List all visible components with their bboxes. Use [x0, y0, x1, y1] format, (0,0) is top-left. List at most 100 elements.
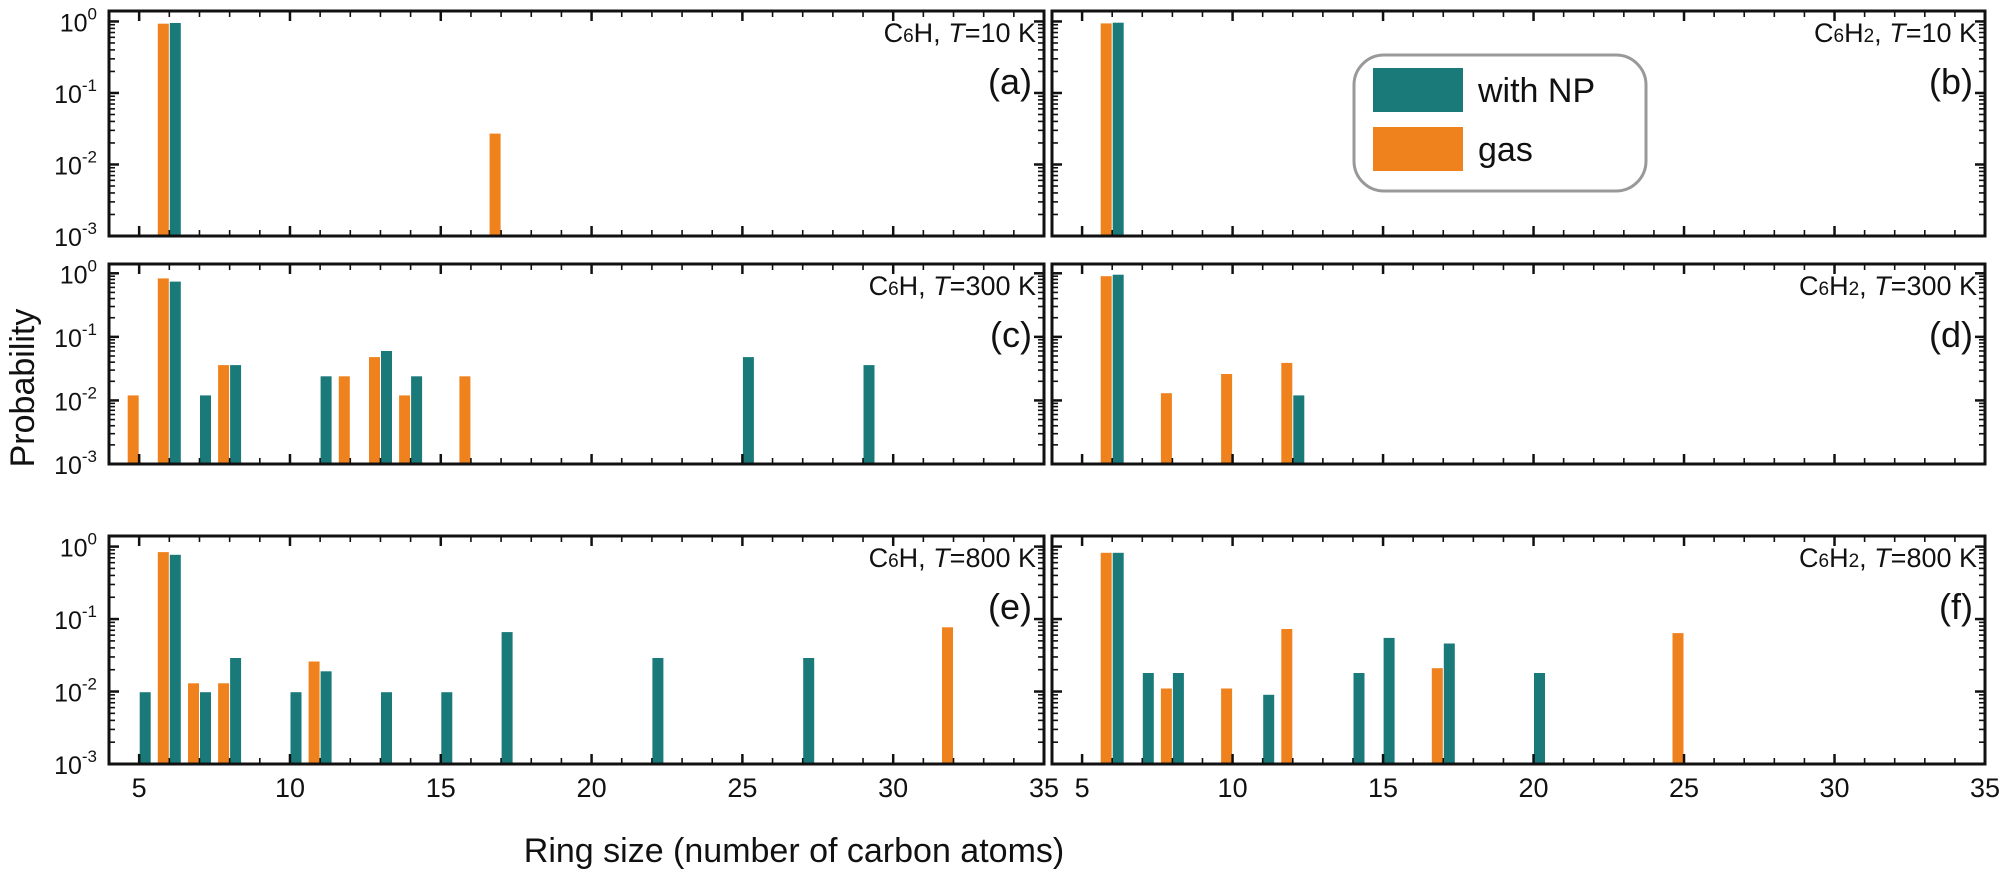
panel-title-b: C6H2, T=10 K [1814, 18, 1977, 48]
bar-gas-c-5 [127, 395, 139, 464]
y-tick-label: 10-2 [54, 675, 97, 708]
y-tick-label: 100 [60, 530, 97, 563]
panel-label-f: (f) [1939, 586, 1973, 627]
panel-title-d: C6H2, T=300 K [1799, 271, 1977, 301]
bar-gas-e-11 [308, 661, 320, 764]
bar-with-np-c-11 [320, 376, 332, 464]
bar-with-np-e-8 [230, 658, 242, 764]
bar-with-np-c-8 [230, 365, 242, 464]
plot-frame-c [107, 262, 1046, 466]
plot-frame-f [1050, 534, 1987, 766]
bar-with-np-b-6 [1112, 22, 1124, 237]
y-tick-label: 10-3 [54, 219, 97, 252]
x-tick-label: 25 [727, 773, 757, 803]
panel-title-f: C6H2, T=800 K [1799, 543, 1977, 573]
y-axis-title: Probability [4, 309, 42, 468]
bar-gas-c-6 [157, 278, 169, 464]
x-tick-label: 35 [1029, 773, 1059, 803]
panel-c: 100 10-1 10-2 10-3 C6H, T=300 K (c) [54, 256, 1046, 480]
bar-gas-f-10 [1221, 688, 1233, 764]
legend-label-with-np: with NP [1477, 72, 1595, 110]
bar-gas-e-8 [218, 683, 230, 764]
bar-gas-a-17 [489, 133, 501, 236]
panel-a: 100 10-1 10-2 10-3 C6H, T=10 K (a) [54, 4, 1046, 252]
bar-with-np-c-6 [169, 281, 181, 464]
panel-label-e: (e) [988, 586, 1032, 627]
bar-gas-c-13 [369, 357, 380, 464]
y-tick-label: 100 [60, 256, 97, 289]
panel-d: C6H2, T=300 K (d) [1050, 262, 1987, 466]
bar-with-np-e-15 [441, 692, 453, 764]
x-tick-label: 10 [275, 773, 305, 803]
bar-with-np-e-17 [501, 632, 513, 764]
bar-gas-d-8 [1160, 393, 1172, 464]
legend-swatch-gas [1373, 127, 1463, 171]
x-tick-label: 20 [1519, 773, 1549, 803]
panel-label-b: (b) [1929, 61, 1973, 102]
y-tick-label: 10-1 [54, 602, 97, 635]
y-tick-label: 10-2 [54, 147, 97, 180]
bar-with-np-f-14 [1353, 673, 1365, 764]
x-tick-label: 15 [426, 773, 456, 803]
bar-with-np-e-27 [803, 658, 815, 764]
bar-gas-d-10 [1221, 374, 1233, 464]
bar-with-np-c-14 [411, 376, 423, 464]
bar-with-np-c-25 [742, 357, 754, 464]
panel-title-a: C6H, T=10 K [884, 18, 1036, 48]
bar-gas-f-25 [1672, 633, 1684, 764]
y-tick-label: 10-1 [54, 76, 97, 109]
bar-with-np-e-10 [290, 692, 302, 764]
bar-gas-f-12 [1281, 629, 1293, 764]
y-tick-label: 10-1 [54, 320, 97, 353]
x-axis-title: Ring size (number of carbon atoms) [524, 832, 1064, 870]
legend-swatch-with-np [1373, 68, 1463, 112]
panel-title-e: C6H, T=800 K [869, 543, 1036, 573]
bar-with-np-a-6 [169, 23, 181, 236]
x-tick-label: 10 [1218, 773, 1248, 803]
y-tick-label: 10-3 [54, 447, 97, 480]
plot-frame-d [1050, 262, 1987, 466]
legend: with NP gas [1352, 53, 1648, 193]
plot-frame-b [1050, 9, 1987, 238]
bar-gas-c-14 [399, 395, 411, 464]
x-tick-label: 20 [577, 773, 607, 803]
panel-title-c: C6H, T=300 K [869, 271, 1036, 301]
bar-with-np-e-22 [652, 658, 664, 764]
panel-label-d: (d) [1929, 314, 1973, 355]
panel-label-a: (a) [988, 61, 1032, 102]
bar-gas-e-32 [942, 627, 953, 764]
bar-gas-a-6 [157, 23, 169, 237]
x-tick-label: 15 [1368, 773, 1398, 803]
bar-with-np-f-8 [1172, 673, 1184, 764]
bar-gas-f-8 [1160, 688, 1172, 764]
bar-gas-c-16 [459, 376, 471, 464]
bar-with-np-f-17 [1443, 643, 1455, 764]
x-tick-label: 5 [1075, 773, 1090, 803]
bar-with-np-f-11 [1263, 694, 1275, 764]
y-tick-label: 100 [60, 4, 97, 37]
bar-with-np-d-12 [1293, 395, 1305, 464]
y-tick-label: 10-2 [54, 383, 97, 416]
bar-gas-e-7 [188, 683, 199, 764]
y-tick-label: 10-3 [54, 747, 97, 780]
plot-frame-e [107, 534, 1046, 766]
x-tick-label: 30 [878, 773, 908, 803]
legend-label-gas: gas [1478, 131, 1533, 169]
bar-with-np-f-20 [1534, 673, 1545, 764]
bar-gas-f-17 [1431, 668, 1443, 764]
bar-with-np-f-6 [1112, 552, 1124, 764]
x-tick-label: 30 [1819, 773, 1849, 803]
bar-gas-c-8 [218, 365, 230, 464]
bar-with-np-e-7 [200, 692, 211, 764]
bar-with-np-e-13 [381, 692, 392, 764]
bar-with-np-e-5 [139, 692, 151, 764]
x-tick-label: 35 [1970, 773, 2000, 803]
bar-with-np-d-6 [1112, 274, 1124, 464]
bar-gas-d-6 [1100, 276, 1112, 464]
bar-gas-c-12 [338, 376, 350, 464]
bar-with-np-e-6 [169, 554, 181, 764]
bar-with-np-f-15 [1383, 637, 1395, 764]
bar-gas-f-6 [1100, 552, 1112, 764]
panel-b: C6H2, T=10 K (b) [1050, 9, 1987, 238]
